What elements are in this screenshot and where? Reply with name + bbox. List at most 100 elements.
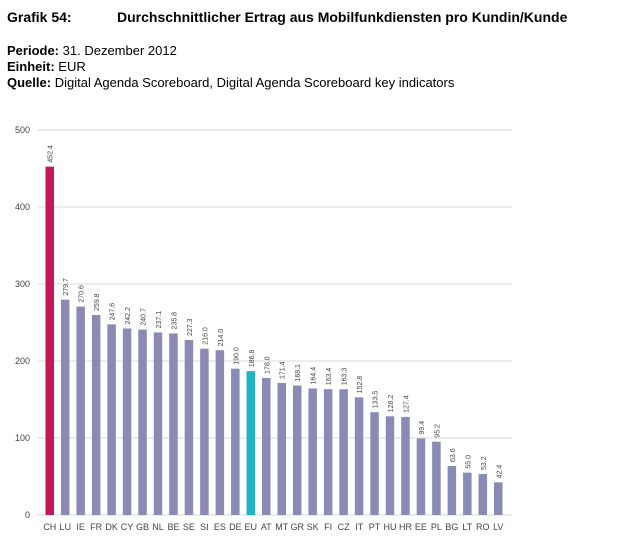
value-label: 99.4 (419, 421, 426, 435)
value-label: 127.4 (403, 395, 410, 413)
bar (292, 385, 302, 515)
bar (231, 368, 240, 515)
x-tick-label: GB (136, 522, 149, 532)
bar (323, 389, 333, 515)
x-tick-label: LT (462, 522, 472, 532)
bar (169, 333, 178, 515)
source-value: Digital Agenda Scoreboard, Digital Agend… (54, 75, 455, 90)
period-line: Periode: 31. Dezember 2012 (7, 43, 627, 59)
x-tick-label: AT (261, 522, 272, 532)
x-tick-label: EU (245, 522, 258, 532)
x-tick-label: CH (43, 522, 56, 532)
bar (432, 441, 441, 515)
x-tick-label: HR (399, 522, 412, 532)
period-label: Periode: (7, 43, 60, 58)
bar (215, 350, 225, 515)
header: Grafik 54: Durchschnittlicher Ertrag aus… (7, 8, 627, 91)
value-label: 452.4 (48, 145, 55, 163)
x-tick-label: SE (183, 522, 195, 532)
value-label: 178.0 (264, 356, 271, 374)
bar (200, 348, 209, 515)
value-label: 55.0 (465, 455, 472, 469)
unit-value: EUR (58, 59, 86, 74)
value-label: 240.7 (141, 308, 148, 326)
x-tick-label: DK (105, 522, 118, 532)
unit-label: Einheit: (7, 59, 55, 74)
chart-title: Durchschnittlicher Ertrag aus Mobilfunkd… (117, 9, 568, 25)
y-tick-label: 300 (15, 279, 30, 289)
value-label: 163.4 (326, 368, 333, 386)
bar (494, 482, 503, 515)
y-tick-label: 0 (25, 510, 30, 520)
value-label: 95.2 (434, 424, 441, 438)
x-tick-label: FR (90, 522, 102, 532)
x-tick-label: RO (476, 522, 490, 532)
bar (246, 371, 256, 515)
bar (45, 166, 54, 515)
value-label: 163.3 (342, 368, 349, 386)
bar (308, 388, 317, 515)
x-tick-label: SK (307, 522, 319, 532)
x-tick-label: LU (59, 522, 71, 532)
x-tick-label: PL (431, 522, 442, 532)
value-label: 53.2 (481, 456, 488, 470)
bar (478, 474, 488, 515)
bar (447, 466, 457, 515)
y-tick-label: 200 (15, 356, 30, 366)
value-label: 235.8 (171, 312, 178, 330)
x-tick-label: FI (324, 522, 332, 532)
bar (463, 472, 472, 515)
x-tick-label: CY (121, 522, 134, 532)
y-tick-label: 400 (15, 202, 30, 212)
value-label: 63.6 (450, 448, 457, 462)
value-label: 270.6 (79, 285, 86, 303)
bar (122, 328, 132, 515)
y-tick-label: 500 (15, 125, 30, 135)
x-tick-label: BG (445, 522, 458, 532)
bar (184, 339, 194, 515)
bar (60, 299, 70, 515)
period-value: 31. Dezember 2012 (62, 43, 177, 58)
meta-block: Periode: 31. Dezember 2012 Einheit: EUR … (7, 43, 627, 91)
x-tick-label: PT (369, 522, 381, 532)
x-tick-label: HU (384, 522, 397, 532)
value-label: 186.8 (249, 350, 256, 368)
x-tick-label: DE (229, 522, 242, 532)
x-tick-label: IT (355, 522, 364, 532)
value-label: 168.1 (295, 364, 302, 382)
x-tick-label: IE (76, 522, 85, 532)
bar (370, 412, 379, 515)
bar (76, 306, 85, 515)
bar (401, 416, 410, 515)
x-tick-label: GR (290, 522, 304, 532)
value-label: 42.4 (496, 465, 503, 479)
bar-chart: 0 100 200 300 400 500 452.4 CH 279.7 LU 270.6 IE 259… (15, 125, 512, 532)
value-label: 190.0 (233, 347, 240, 365)
value-label: 242.2 (125, 307, 132, 325)
value-label: 171.4 (280, 361, 287, 379)
y-tick-label: 100 (15, 433, 30, 443)
bar (153, 332, 163, 515)
x-tick-label: LV (493, 522, 503, 532)
x-tick-label: BE (167, 522, 179, 532)
bar (277, 383, 286, 515)
value-label: 164.4 (311, 367, 318, 385)
value-label: 133.5 (373, 391, 380, 409)
title-row: Grafik 54: Durchschnittlicher Ertrag aus… (7, 8, 627, 26)
bar (339, 389, 348, 515)
x-tick-label: MT (275, 522, 288, 532)
value-label: 227.3 (187, 318, 194, 336)
bar (385, 416, 395, 515)
value-label: 279.7 (63, 278, 70, 296)
value-label: 259.8 (94, 293, 101, 311)
value-label: 152.8 (357, 376, 364, 394)
bar (91, 314, 101, 515)
bar (354, 397, 364, 515)
x-tick-label: CZ (338, 522, 350, 532)
bar (416, 438, 426, 515)
value-label: 247.6 (110, 303, 117, 321)
x-tick-label: EE (415, 522, 427, 532)
x-tick-label: ES (214, 522, 226, 532)
value-label: 216.0 (202, 327, 209, 345)
source-label: Quelle: (7, 75, 52, 90)
